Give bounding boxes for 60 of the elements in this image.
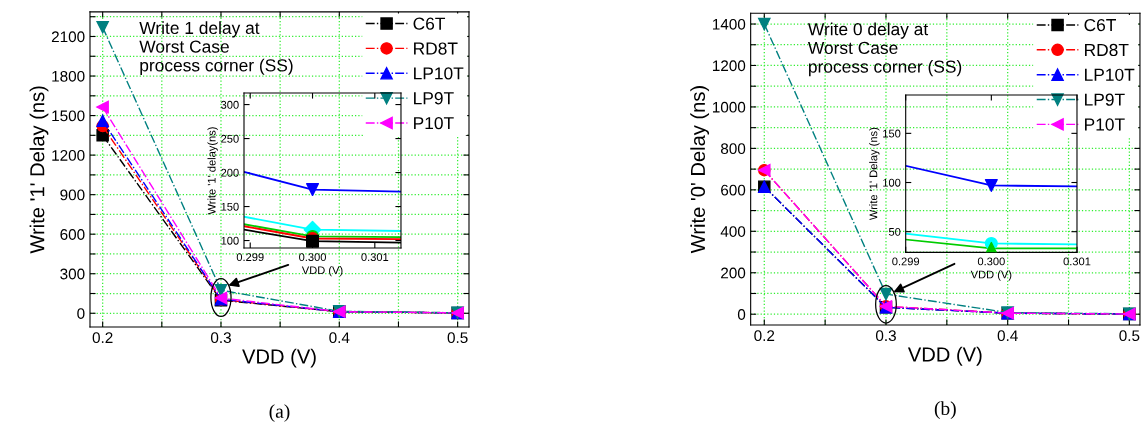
x-tick-label: 0.300 <box>977 257 1005 266</box>
y-tick-label: 300 <box>60 268 85 280</box>
x-axis-title: VDD (V) <box>242 348 316 368</box>
y-tick-label: 400 <box>720 226 746 237</box>
y-tick-label: 100 <box>221 236 239 245</box>
y-tick-label: 600 <box>60 229 85 240</box>
x-tick-label: 0.299 <box>236 253 264 262</box>
x-tick-label: 0.300 <box>299 253 326 262</box>
x-axis-title: VDD (V) <box>301 266 343 277</box>
y-axis-title: Write '1' delay(ns) <box>207 127 218 215</box>
y-tick-label: 0 <box>737 309 746 320</box>
annotation: Write 0 delay at Worst Case process corner (SS) <box>807 22 962 77</box>
x-tick-label: 0.5 <box>447 332 468 344</box>
y-tick-label: 300 <box>221 100 239 109</box>
y-tick-label: 900 <box>60 189 85 201</box>
y-tick-label: 50 <box>888 227 901 236</box>
y-axis-title: Write '1' Delay (ns) <box>869 127 880 221</box>
x-tick-label: 0.5 <box>1119 330 1140 342</box>
x-axis-title: VDD (V) <box>907 346 982 366</box>
x-tick-label: 0.301 <box>361 253 389 262</box>
annotation: Write 1 delay at Worst Case process corner (SS) <box>139 21 293 75</box>
y-tick-label: 1400 <box>712 18 746 30</box>
x-axis-title: VDD (V) <box>970 270 1012 281</box>
legend-label: C6T <box>1084 18 1117 32</box>
y-tick-label: 150 <box>883 129 901 138</box>
x-tick-label: 0.299 <box>892 257 920 266</box>
y-tick-label: 1800 <box>52 70 85 82</box>
legend-label: LP9T <box>414 92 454 105</box>
y-tick-label: 200 <box>221 168 239 177</box>
y-tick-label: 1200 <box>712 60 746 72</box>
y-tick-label: 1200 <box>52 149 85 161</box>
x-tick-label: 0.2 <box>92 332 113 344</box>
y-tick-label: 250 <box>221 134 239 143</box>
x-tick-label: 0.2 <box>754 330 775 342</box>
y-tick-label: 1000 <box>712 101 746 113</box>
x-tick-label: 0.3 <box>210 332 231 344</box>
legend-label: RD8T <box>414 42 458 55</box>
y-axis-title: Write '1' Delay (ns) <box>29 86 49 254</box>
y-tick-label: 150 <box>221 202 239 211</box>
legend-label: LP10T <box>414 67 464 80</box>
text: (a) <box>269 404 290 422</box>
y-tick-label: 100 <box>883 178 901 187</box>
y-tick-label: 800 <box>720 143 746 155</box>
y-tick-label: 2100 <box>51 31 85 43</box>
text: (b) <box>934 401 956 419</box>
legend-label: P10T <box>1085 118 1125 131</box>
legend-label: LP10T <box>1085 68 1135 81</box>
x-tick-label: 0.3 <box>875 330 896 342</box>
x-tick-label: 0.4 <box>997 330 1018 342</box>
y-axis-title: Write '0' Delay (ns) <box>690 86 710 254</box>
y-tick-label: 1500 <box>52 110 85 122</box>
y-tick-label: 200 <box>721 267 746 279</box>
legend-label: P10T <box>414 116 454 130</box>
legend-label: C6T <box>413 17 446 30</box>
x-tick-label: 0.4 <box>329 332 350 344</box>
x-tick-label: 0.301 <box>1063 257 1091 266</box>
legend-label: RD8T <box>1085 43 1129 57</box>
y-tick-label: 600 <box>721 184 746 196</box>
y-tick-label: 0 <box>77 308 85 319</box>
legend-label: LP9T <box>1085 93 1125 106</box>
